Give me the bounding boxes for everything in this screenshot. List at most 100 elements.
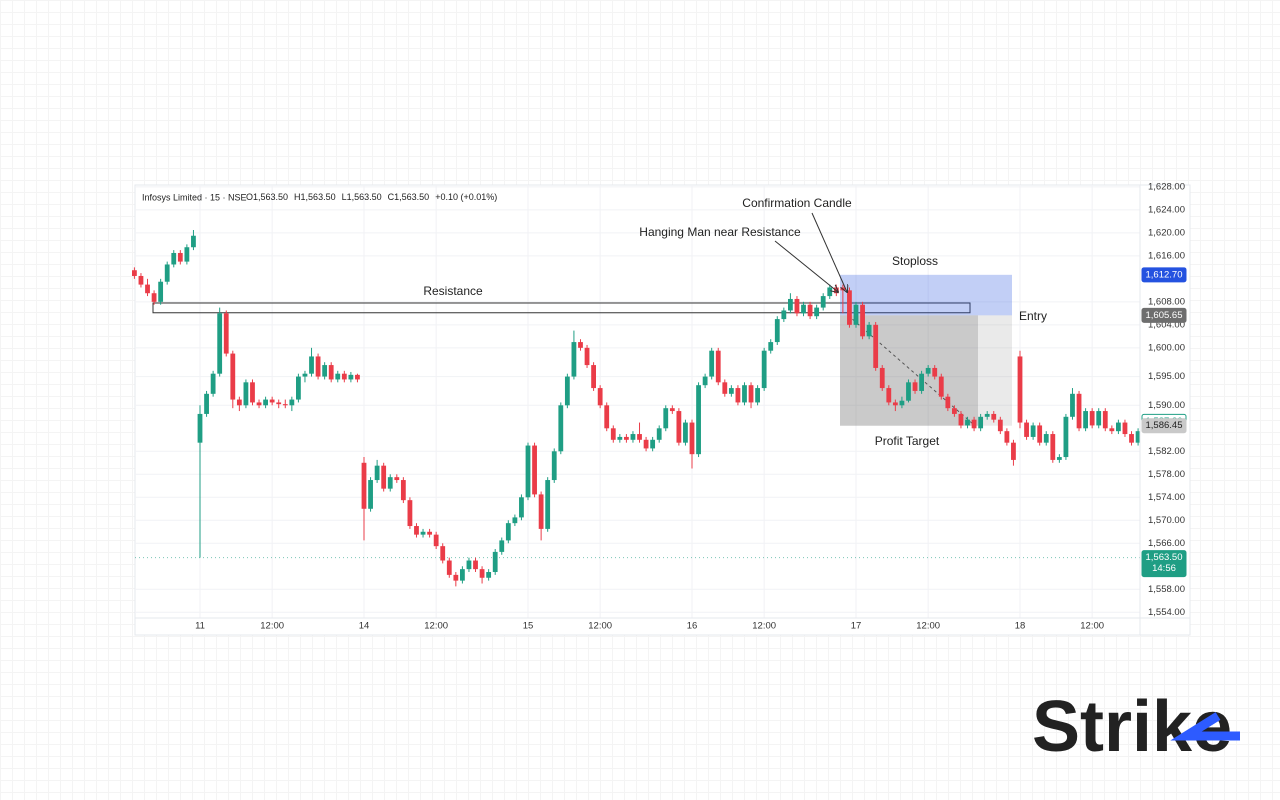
candle-body xyxy=(938,376,944,397)
x-tick-label: 12:00 xyxy=(916,621,940,632)
candle-body xyxy=(164,264,170,282)
candle-body xyxy=(322,365,328,377)
candle-body xyxy=(1030,425,1036,437)
candle-body xyxy=(499,540,505,552)
price-label-box xyxy=(1141,267,1187,283)
candle-body xyxy=(853,304,859,325)
candle-body xyxy=(827,287,833,297)
candle-body xyxy=(177,252,183,262)
candle-body xyxy=(558,405,564,452)
candle-body xyxy=(394,477,400,481)
candle-body xyxy=(597,388,603,406)
candle-body xyxy=(925,367,931,374)
candle-body xyxy=(1102,411,1108,429)
candle-body xyxy=(971,419,977,429)
arrow xyxy=(774,240,838,292)
candle-body xyxy=(591,365,596,389)
candle-body xyxy=(505,523,511,541)
candle-body xyxy=(217,313,223,374)
candle-body xyxy=(643,439,649,449)
candle-body xyxy=(781,310,787,320)
x-tick-label: 12:00 xyxy=(1080,621,1104,632)
candle-body xyxy=(879,367,885,389)
candle-body xyxy=(250,382,255,403)
chart-panel xyxy=(134,184,1191,636)
candle-body xyxy=(755,388,760,403)
candle-body xyxy=(866,324,872,337)
candle-body xyxy=(840,287,846,291)
candle-body xyxy=(223,313,229,354)
candle-body xyxy=(1096,411,1102,426)
candle-body xyxy=(132,270,137,276)
price-label: 1,612.70 xyxy=(1146,269,1183,280)
candle-body xyxy=(551,451,557,481)
candle-body xyxy=(702,376,708,386)
candle-body xyxy=(604,405,610,429)
y-tick-label: 1,558.00 xyxy=(1148,584,1185,595)
price-label-box xyxy=(1141,418,1187,434)
candle-body xyxy=(847,290,852,325)
ohlc-item: L1,563.50 xyxy=(342,192,382,202)
candle-body xyxy=(256,402,262,406)
candle-body xyxy=(335,373,341,380)
candle-body xyxy=(145,284,150,294)
candle-body xyxy=(263,399,268,406)
candle-body xyxy=(617,436,623,440)
candle-body xyxy=(768,342,774,351)
x-tick-label: 12:00 xyxy=(260,621,284,632)
candle-body xyxy=(204,393,209,414)
candle-body xyxy=(492,551,498,573)
candle-body xyxy=(906,382,911,401)
y-tick-label: 1,608.00 xyxy=(1148,296,1185,307)
candle-body xyxy=(912,382,918,391)
y-tick-label: 1,554.00 xyxy=(1148,607,1185,618)
candle-body xyxy=(722,382,728,394)
candle-body xyxy=(1024,422,1029,437)
candle-body xyxy=(761,350,767,389)
candle-body xyxy=(243,382,249,406)
candle-body xyxy=(1011,442,1016,460)
candle-body xyxy=(407,500,413,527)
stoploss-zone xyxy=(840,274,1012,316)
candle-body xyxy=(1070,393,1075,417)
candle-body xyxy=(289,399,295,406)
price-label: 1,563.50 xyxy=(1146,552,1183,563)
candle-body xyxy=(230,353,236,400)
x-tick-label: 12:00 xyxy=(424,621,448,632)
candle-body xyxy=(302,373,308,377)
candle-body xyxy=(886,388,892,403)
target-label: Profit Target xyxy=(875,434,940,448)
candle-body xyxy=(899,400,905,406)
candle-body xyxy=(486,572,492,578)
candle-body xyxy=(709,350,715,377)
candle-body xyxy=(630,434,636,440)
x-tick-label: 14 xyxy=(359,621,370,632)
y-tick-label: 1,578.00 xyxy=(1148,469,1185,480)
candle-body xyxy=(624,436,629,440)
candle-body xyxy=(479,569,485,578)
y-tick-label: 1,574.00 xyxy=(1148,492,1185,503)
candle-body xyxy=(158,281,164,302)
candle-body xyxy=(400,480,406,501)
candle-body xyxy=(1037,425,1043,443)
candle-body xyxy=(1129,434,1134,443)
candle-body xyxy=(355,374,360,380)
candle-body xyxy=(952,408,957,414)
y-tick-label: 1,620.00 xyxy=(1148,227,1185,238)
candle-body xyxy=(361,462,367,509)
y-tick-label: 1,595.00 xyxy=(1148,371,1185,382)
candle-body xyxy=(414,526,419,535)
y-tick-label: 1,628.00 xyxy=(1148,181,1185,192)
y-tick-label: 1,624.00 xyxy=(1148,204,1185,215)
candle-body xyxy=(919,373,924,391)
candle-body xyxy=(696,385,701,455)
candle-body xyxy=(512,517,518,524)
candle-body xyxy=(328,365,334,380)
candle-body xyxy=(1089,411,1095,426)
candle-body xyxy=(1122,422,1128,435)
y-tick-label: 1,600.00 xyxy=(1148,342,1185,353)
candle-body xyxy=(774,319,780,343)
candle-body xyxy=(446,560,452,575)
candle-body xyxy=(309,356,314,374)
candle-body xyxy=(1043,434,1049,443)
